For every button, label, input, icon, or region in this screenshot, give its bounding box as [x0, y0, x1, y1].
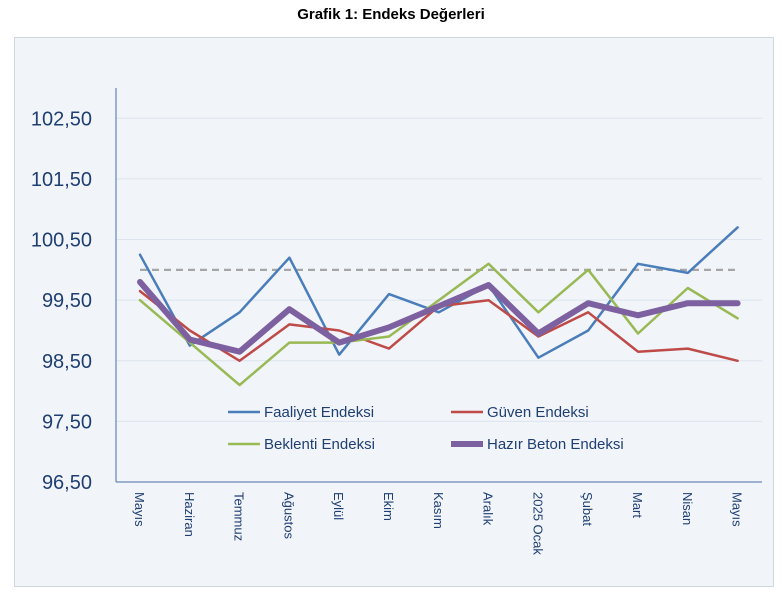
y-tick-label: 97,50	[42, 411, 92, 433]
x-tick-label: 2025 Ocak	[530, 492, 545, 555]
x-tick-label: Eylül	[331, 492, 346, 520]
x-tick-label: Nisan	[680, 492, 695, 525]
x-tick-label: Mart	[630, 492, 645, 518]
series-lines	[137, 226, 741, 387]
y-tick-label: 96,50	[42, 472, 92, 494]
series-line-1	[138, 226, 739, 359]
y-tick-label: 98,50	[42, 351, 92, 373]
x-tick-label: Temmuz	[232, 492, 247, 541]
y-tick-label: 102,50	[31, 108, 92, 130]
x-tick-label: Şubat	[580, 492, 595, 526]
legend-label: Faaliyet Endeksi	[264, 404, 374, 421]
x-axis-ticks: Mayıs Haziran Temmuz Ağustos Eylül Ekim Kasım A…	[132, 492, 745, 555]
x-tick-label: Aralık	[481, 492, 496, 526]
legend-label: Hazır Beton Endeksi	[487, 436, 624, 453]
x-tick-label: Haziran	[182, 492, 197, 537]
y-tick-label: 101,50	[31, 169, 92, 191]
chart-title: Grafik 1: Endeks Değerleri	[297, 6, 485, 23]
x-tick-label: Kasım	[431, 492, 446, 529]
x-tick-label: Mayıs	[132, 492, 147, 527]
y-tick-label: 99,50	[42, 290, 92, 312]
x-tick-label: Ekim	[381, 492, 396, 521]
legend: Faaliyet Endeksi Güven Endeksi Beklenti En…	[228, 404, 624, 453]
axes	[115, 88, 762, 483]
x-tick-label: Ağustos	[281, 492, 296, 539]
legend-label: Güven Endeksi	[487, 404, 589, 421]
series-line-4	[137, 279, 741, 355]
y-axis-ticks: 96,50 97,50 98,50 99,50 100,50 101,50 102,50	[31, 108, 92, 494]
legend-label: Beklenti Endeksi	[264, 436, 375, 453]
series-line-3	[138, 262, 739, 387]
y-tick-label: 100,50	[31, 230, 92, 252]
x-tick-label: Mayıs	[730, 492, 745, 527]
